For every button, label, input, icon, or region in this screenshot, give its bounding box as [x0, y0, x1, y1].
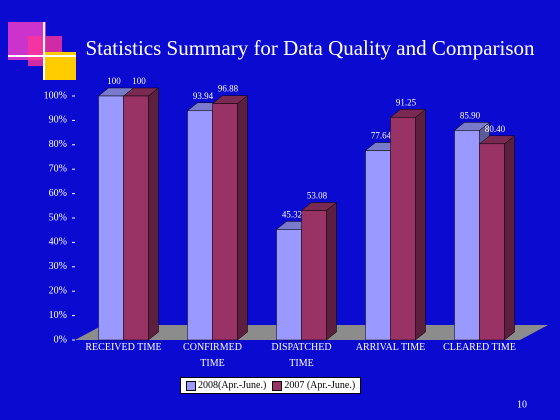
- bar: [123, 95, 149, 341]
- y-tick-label: 70%: [49, 163, 67, 174]
- value-label: 96.88: [218, 84, 239, 94]
- legend-swatch: [186, 380, 196, 391]
- bar: [390, 117, 416, 341]
- y-tick-label: 0%: [54, 334, 67, 345]
- y-tick-label: 60%: [49, 188, 67, 199]
- bar: [187, 110, 213, 341]
- x-tick-label: ARRIVAL TIME: [355, 342, 426, 353]
- y-tick-label: 50%: [49, 212, 67, 223]
- legend: 2008(Apr.-June.) 2007 (Apr.-June.): [180, 377, 362, 394]
- legend-item: 2007 (Apr.-June.): [272, 380, 355, 391]
- legend-label: 2007 (Apr.-June.): [284, 380, 356, 391]
- y-tick-label: 90%: [49, 115, 67, 126]
- x-tick-label: CONFIRMED TIME: [183, 342, 242, 369]
- chart-title: Statistics Summary for Data Quality and …: [85, 36, 535, 60]
- bar: [479, 143, 505, 341]
- bar-side: [326, 201, 337, 341]
- value-label: 85.90: [460, 110, 481, 120]
- value-label: 53.08: [307, 191, 328, 201]
- legend-label: 2008(Apr.-June.): [198, 380, 267, 391]
- value-label: 91.25: [396, 97, 417, 107]
- value-label: 100: [132, 76, 146, 86]
- bar-side: [237, 95, 248, 341]
- x-tick-label: CLEARED TIME: [443, 342, 516, 353]
- value-label: 100: [107, 76, 121, 86]
- bar-side: [504, 135, 515, 341]
- y-tick-label: 40%: [49, 237, 67, 248]
- y-tick-label: 100%: [44, 90, 67, 101]
- page-number: 10: [517, 399, 527, 410]
- bar-side: [148, 87, 159, 341]
- bar: [301, 210, 327, 341]
- bar: [98, 95, 124, 341]
- y-tick-label: 80%: [49, 139, 67, 150]
- y-tick-label: 10%: [49, 310, 67, 321]
- legend-swatch: [272, 380, 283, 391]
- value-label: 45.32: [282, 209, 302, 219]
- legend-item: 2008(Apr.-June.): [186, 380, 266, 391]
- bar-side: [415, 108, 426, 341]
- y-tick-label: 20%: [49, 285, 67, 296]
- y-tick-label: 30%: [49, 261, 67, 272]
- value-label: 80.40: [485, 124, 506, 134]
- value-label: 77.64: [371, 131, 392, 141]
- x-tick-label: DISPATCHED TIME: [271, 342, 332, 369]
- value-label: 93.94: [193, 91, 214, 101]
- bar: [454, 130, 480, 341]
- bar: [212, 103, 238, 341]
- bar: [365, 150, 391, 341]
- x-tick-label: RECEIVED TIME: [85, 342, 162, 353]
- bar: [276, 229, 302, 341]
